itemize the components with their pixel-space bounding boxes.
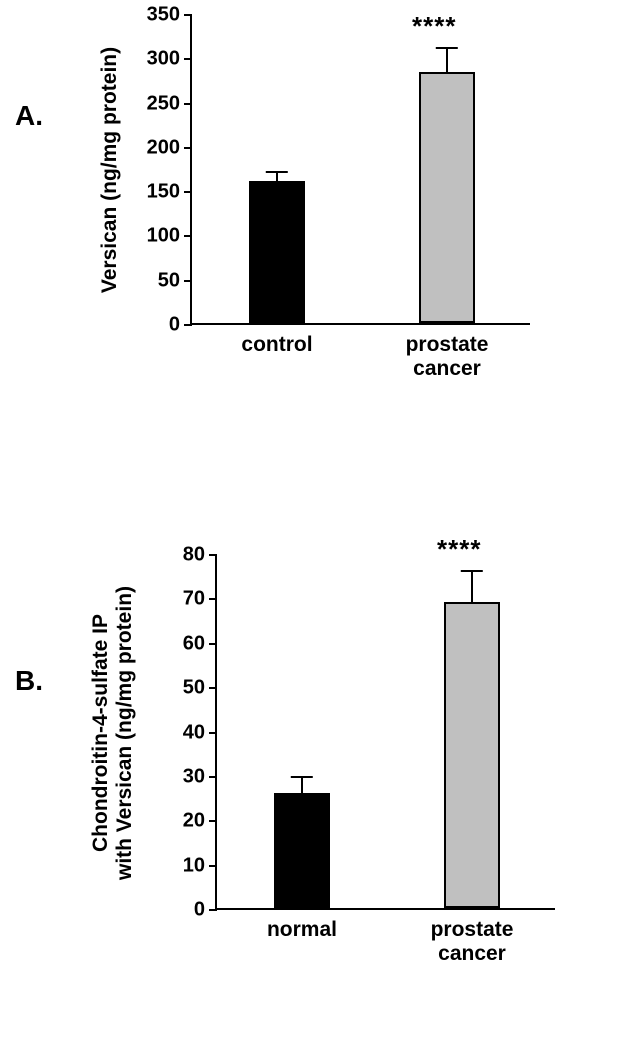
xtick-label: prostatecancer <box>387 323 507 381</box>
ytick-label: 20 <box>183 810 217 833</box>
errorbar <box>471 571 473 602</box>
significance-marker: **** <box>412 11 456 42</box>
ytick-label: 350 <box>147 4 192 27</box>
figure: A. 050100150200250300350controlprostatec… <box>0 0 633 1050</box>
ytick-label: 0 <box>194 899 217 922</box>
panel-a-label: A. <box>15 100 43 132</box>
ytick-label: 200 <box>147 136 192 159</box>
panel-b-plot-area: 01020304050607080normalprostatecancer***… <box>215 555 555 910</box>
ytick-label: 50 <box>183 677 217 700</box>
bar <box>249 181 305 323</box>
errorbar-cap <box>436 47 458 49</box>
ytick-label: 0 <box>169 314 192 337</box>
bar <box>274 793 330 908</box>
panel-b-chart: 01020304050607080normalprostatecancer***… <box>215 555 555 910</box>
panel-b-ylabel-line2: with Versican (ng/mg protein) <box>113 585 137 879</box>
xtick-label: control <box>217 323 337 357</box>
errorbar <box>301 777 303 793</box>
xtick-label: prostatecancer <box>412 908 532 966</box>
panel-a-plot-area: 050100150200250300350controlprostatecanc… <box>190 15 530 325</box>
errorbar-cap <box>266 171 288 173</box>
panel-b-ylabel-line1: Chondroitin-4-sulfate IP <box>89 585 113 879</box>
bar <box>419 72 475 323</box>
xtick-label: normal <box>242 908 362 942</box>
errorbar <box>446 48 448 72</box>
panel-b-ylabel: Chondroitin-4-sulfate IP with Versican (… <box>89 585 137 879</box>
ytick-label: 10 <box>183 854 217 877</box>
ytick-label: 100 <box>147 225 192 248</box>
panel-a-ylabel: Versican (ng/mg protein) <box>98 47 122 293</box>
significance-marker: **** <box>437 534 481 565</box>
ytick-label: 60 <box>183 632 217 655</box>
ytick-label: 50 <box>158 269 192 292</box>
ytick-label: 300 <box>147 48 192 71</box>
ytick-label: 150 <box>147 181 192 204</box>
ytick-label: 80 <box>183 544 217 567</box>
panel-a-chart: 050100150200250300350controlprostatecanc… <box>190 15 530 325</box>
bar <box>444 602 500 908</box>
errorbar-cap <box>461 570 483 572</box>
ytick-label: 70 <box>183 588 217 611</box>
errorbar-cap <box>291 776 313 778</box>
panel-b-label: B. <box>15 665 43 697</box>
ytick-label: 250 <box>147 92 192 115</box>
ytick-label: 30 <box>183 765 217 788</box>
ytick-label: 40 <box>183 721 217 744</box>
errorbar <box>276 172 278 181</box>
